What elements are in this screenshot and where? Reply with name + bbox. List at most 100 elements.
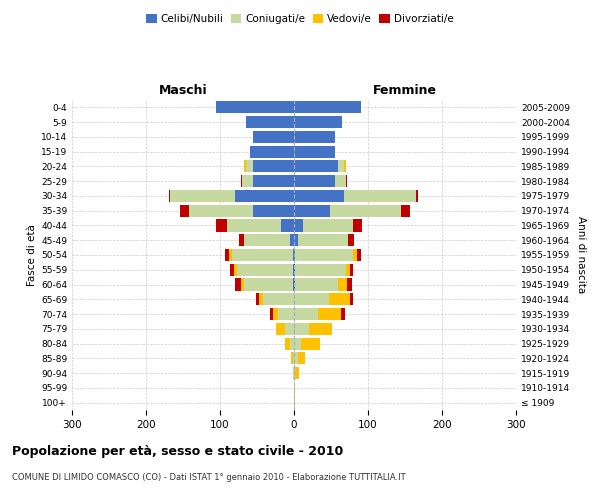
Bar bbox=[294, 234, 298, 246]
Bar bbox=[291, 352, 293, 364]
Bar bbox=[244, 160, 246, 172]
Bar bbox=[303, 220, 353, 232]
Bar bbox=[298, 352, 305, 364]
Bar bbox=[416, 190, 418, 202]
Bar bbox=[353, 220, 362, 232]
Bar bbox=[335, 175, 346, 187]
Bar bbox=[234, 264, 237, 276]
Bar bbox=[225, 249, 229, 261]
Bar bbox=[235, 278, 241, 290]
Bar bbox=[269, 308, 273, 320]
Bar bbox=[217, 102, 294, 114]
Bar bbox=[170, 190, 235, 202]
Bar bbox=[294, 249, 295, 261]
Bar bbox=[294, 160, 338, 172]
Bar bbox=[346, 175, 347, 187]
Bar bbox=[241, 278, 244, 290]
Y-axis label: Fasce di età: Fasce di età bbox=[27, 224, 37, 286]
Bar bbox=[295, 278, 338, 290]
Bar bbox=[294, 352, 298, 364]
Bar bbox=[180, 204, 189, 217]
Bar bbox=[227, 220, 281, 232]
Bar bbox=[244, 234, 290, 246]
Bar bbox=[294, 278, 295, 290]
Bar bbox=[294, 146, 335, 158]
Bar bbox=[250, 146, 294, 158]
Bar bbox=[253, 160, 294, 172]
Bar bbox=[294, 308, 317, 320]
Bar bbox=[346, 264, 350, 276]
Bar bbox=[253, 175, 294, 187]
Bar bbox=[293, 367, 294, 379]
Bar bbox=[344, 160, 346, 172]
Bar bbox=[350, 264, 353, 276]
Bar bbox=[237, 264, 293, 276]
Legend: Celibi/Nubili, Coniugati/e, Vedovi/e, Divorziati/e: Celibi/Nubili, Coniugati/e, Vedovi/e, Di… bbox=[142, 10, 458, 29]
Bar bbox=[329, 204, 401, 217]
Bar bbox=[348, 234, 354, 246]
Bar bbox=[232, 249, 293, 261]
Bar bbox=[294, 190, 344, 202]
Bar bbox=[293, 249, 294, 261]
Bar bbox=[241, 175, 242, 187]
Text: COMUNE DI LIMIDO COMASCO (CO) - Dati ISTAT 1° gennaio 2010 - Elaborazione TUTTIT: COMUNE DI LIMIDO COMASCO (CO) - Dati IST… bbox=[12, 472, 406, 482]
Bar bbox=[317, 308, 341, 320]
Bar bbox=[239, 234, 244, 246]
Bar bbox=[341, 308, 345, 320]
Bar bbox=[263, 293, 294, 306]
Bar bbox=[217, 220, 227, 232]
Bar bbox=[293, 264, 294, 276]
Text: Popolazione per età, sesso e stato civile - 2010: Popolazione per età, sesso e stato civil… bbox=[12, 445, 343, 458]
Bar bbox=[290, 234, 294, 246]
Bar bbox=[350, 293, 353, 306]
Bar bbox=[294, 264, 295, 276]
Bar bbox=[298, 234, 348, 246]
Bar bbox=[294, 367, 295, 379]
Bar bbox=[294, 131, 335, 143]
Bar bbox=[293, 278, 294, 290]
Bar bbox=[338, 160, 344, 172]
Bar bbox=[235, 190, 294, 202]
Bar bbox=[357, 249, 361, 261]
Bar bbox=[344, 190, 416, 202]
Bar bbox=[230, 264, 234, 276]
Bar bbox=[169, 190, 170, 202]
Bar bbox=[256, 293, 259, 306]
Bar bbox=[347, 278, 352, 290]
Bar bbox=[285, 323, 294, 335]
Bar bbox=[294, 175, 335, 187]
Bar bbox=[294, 338, 301, 349]
Bar bbox=[295, 264, 346, 276]
Bar bbox=[246, 160, 253, 172]
Bar bbox=[294, 220, 303, 232]
Bar bbox=[293, 352, 294, 364]
Bar bbox=[253, 131, 294, 143]
Bar bbox=[338, 278, 347, 290]
Bar bbox=[301, 338, 320, 349]
Bar bbox=[309, 323, 332, 335]
Bar bbox=[294, 204, 329, 217]
Bar bbox=[294, 116, 342, 128]
Bar bbox=[294, 323, 309, 335]
Bar bbox=[229, 249, 232, 261]
Bar bbox=[259, 293, 263, 306]
Text: Femmine: Femmine bbox=[373, 84, 437, 97]
Bar bbox=[246, 116, 294, 128]
Bar bbox=[294, 396, 295, 408]
Text: Maschi: Maschi bbox=[158, 84, 208, 97]
Bar bbox=[295, 249, 353, 261]
Bar bbox=[294, 102, 361, 114]
Bar bbox=[290, 338, 294, 349]
Y-axis label: Anni di nascita: Anni di nascita bbox=[575, 216, 586, 294]
Bar bbox=[242, 175, 253, 187]
Bar bbox=[285, 338, 290, 349]
Bar bbox=[295, 367, 299, 379]
Bar bbox=[281, 220, 294, 232]
Bar bbox=[278, 308, 294, 320]
Bar bbox=[353, 249, 357, 261]
Bar bbox=[244, 278, 293, 290]
Bar bbox=[294, 382, 295, 394]
Bar bbox=[253, 204, 294, 217]
Bar bbox=[276, 323, 285, 335]
Bar bbox=[329, 293, 350, 306]
